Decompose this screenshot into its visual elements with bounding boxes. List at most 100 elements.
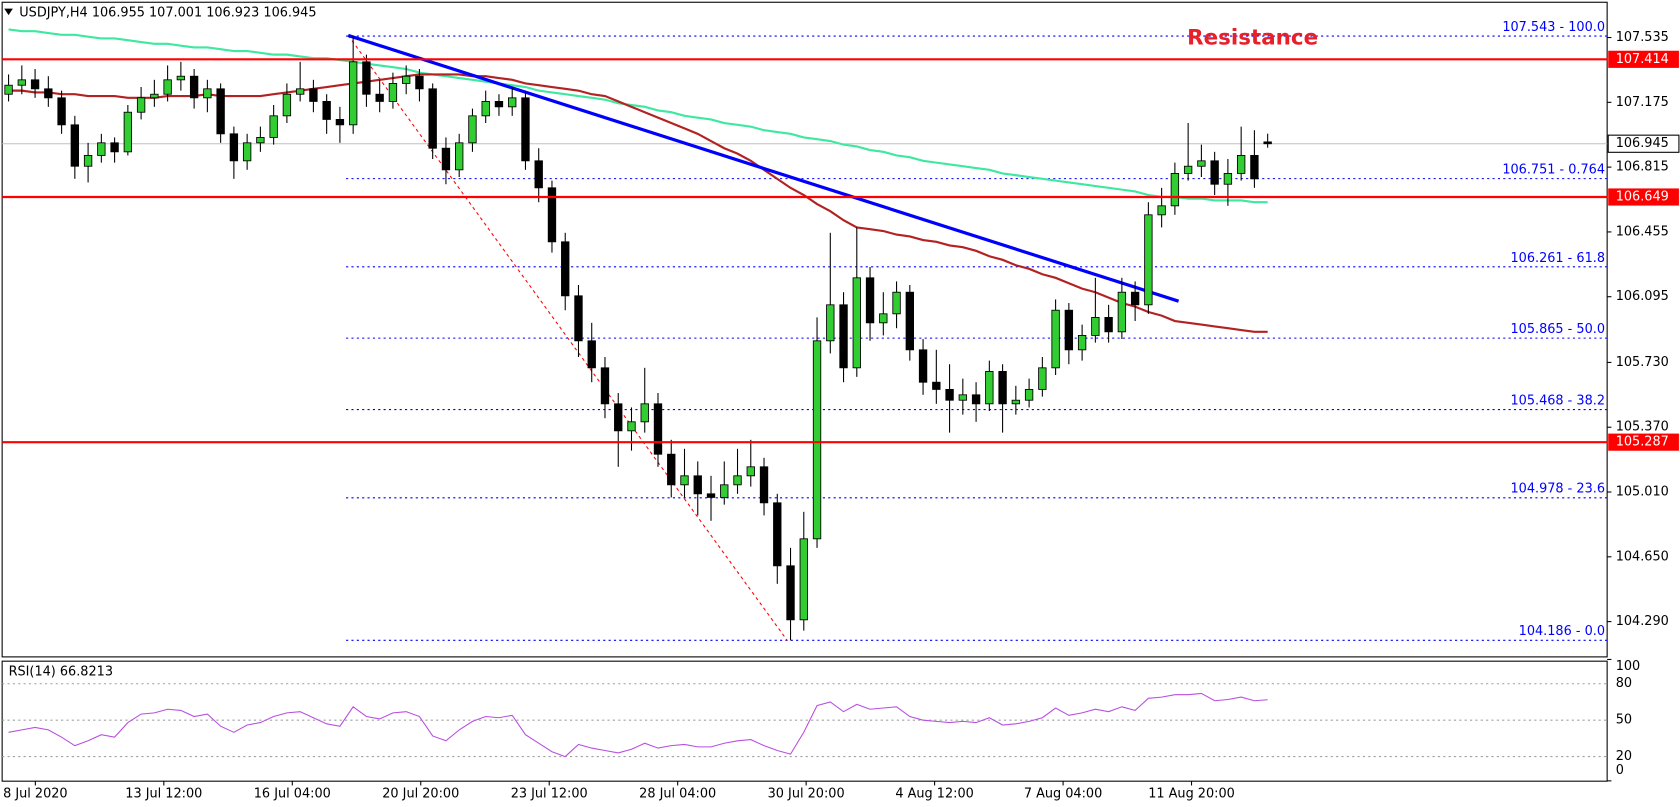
candle-body xyxy=(733,475,742,486)
y-tick-label: 107.535 xyxy=(1616,30,1669,45)
candle-body xyxy=(1130,291,1140,306)
candle-body xyxy=(985,370,994,405)
fib-label: 105.468 - 38.2 xyxy=(1510,394,1605,409)
candle-body xyxy=(1077,334,1087,351)
candle-body xyxy=(335,118,345,126)
candle-body xyxy=(773,502,782,567)
candle-body xyxy=(44,88,53,99)
x-tick-label: 23 Jul 12:00 xyxy=(511,787,588,802)
candle-body xyxy=(402,75,411,84)
rsi-tick-label: 100 xyxy=(1616,659,1641,674)
y-tick-label: 107.175 xyxy=(1616,95,1669,110)
candle-body xyxy=(746,466,755,477)
candle-body xyxy=(958,394,968,401)
candle-body xyxy=(150,93,159,99)
candle-body xyxy=(203,88,212,99)
x-tick-label: 13 Jul 12:00 xyxy=(125,787,202,802)
grid-layer xyxy=(2,35,1612,786)
y-tick-label: 106.095 xyxy=(1616,289,1669,304)
candle-body xyxy=(1024,388,1034,401)
rsi-tick-label: 50 xyxy=(1616,713,1632,728)
candle-body xyxy=(521,97,530,162)
candle-body xyxy=(932,381,941,390)
y-tick-label: 105.010 xyxy=(1616,485,1669,500)
candle-body xyxy=(256,136,265,144)
rsi-tick-label: 20 xyxy=(1616,749,1632,764)
candle-body xyxy=(1210,160,1219,185)
candle-body xyxy=(998,370,1007,405)
candle-body xyxy=(1236,154,1246,174)
candle-body xyxy=(97,142,106,156)
x-tick-label: 4 Aug 12:00 xyxy=(895,787,973,802)
candle-body xyxy=(826,304,835,342)
candle-body xyxy=(83,154,93,167)
candle-body xyxy=(494,100,504,108)
candle-body xyxy=(614,403,623,432)
candle-body xyxy=(587,340,596,369)
x-tick-label: 20 Jul 20:00 xyxy=(382,787,459,802)
candle-body xyxy=(17,79,27,86)
y-tick-label: 106.815 xyxy=(1616,160,1669,175)
candle-body xyxy=(534,160,543,189)
candle-body xyxy=(123,111,133,153)
candle-body xyxy=(1051,309,1060,369)
x-tick-label: 30 Jul 20:00 xyxy=(768,787,845,802)
x-tick-label: 11 Aug 20:00 xyxy=(1148,787,1235,802)
candle-body xyxy=(1250,154,1259,180)
candle-body xyxy=(229,133,239,162)
candle-body xyxy=(1117,291,1127,333)
candle-body xyxy=(1183,165,1193,174)
annotation: Resistance xyxy=(1187,26,1318,51)
rsi-title: RSI(14) 66.8213 xyxy=(9,664,113,679)
candle-body xyxy=(468,115,477,144)
candle-body xyxy=(282,93,292,117)
candle-body xyxy=(759,466,769,504)
level-label: 107.414 xyxy=(1616,52,1669,67)
candle-body xyxy=(269,115,278,138)
candle-body xyxy=(1011,399,1021,405)
candle-body xyxy=(1157,205,1166,216)
candle-body xyxy=(561,241,570,297)
candle-body xyxy=(1091,316,1100,336)
candle-body xyxy=(295,88,305,95)
candles-layer xyxy=(4,36,1272,641)
x-tick-label: 28 Jul 04:00 xyxy=(639,787,716,802)
candle-body xyxy=(388,82,398,102)
price-box xyxy=(1607,134,1680,153)
candle-body xyxy=(1064,309,1074,351)
rsi-line xyxy=(8,692,1268,758)
y-tick-label: 104.650 xyxy=(1616,549,1669,564)
candle-body xyxy=(905,291,914,351)
candle-body xyxy=(720,484,729,498)
candle-body xyxy=(865,277,875,324)
fib-label: 104.978 - 23.6 xyxy=(1510,482,1605,497)
candle-body xyxy=(667,453,676,486)
candle-body xyxy=(428,88,437,149)
candle-body xyxy=(189,75,199,99)
candle-body xyxy=(693,475,702,495)
candle-body xyxy=(879,313,888,324)
candle-body xyxy=(839,304,848,369)
y-tick-label: 104.290 xyxy=(1616,614,1669,629)
y-tick-label: 106.455 xyxy=(1616,224,1669,239)
candle-body xyxy=(1144,214,1153,306)
candle-body xyxy=(1170,172,1180,207)
candle-body xyxy=(812,340,822,540)
candle-body xyxy=(176,75,186,81)
chart-title: USDJPY,H4 106.955 107.001 106.923 106.94… xyxy=(19,5,316,20)
candle-body xyxy=(508,97,517,108)
candle-body xyxy=(918,349,928,383)
candle-body xyxy=(455,142,464,171)
level-box xyxy=(1608,188,1679,206)
labels-layer: 107.535 107.175 106.815 106.455 106.095 105.7… xyxy=(2,20,1680,802)
candle-body xyxy=(4,84,13,95)
candle-body xyxy=(574,295,583,342)
candle-body xyxy=(30,79,40,90)
candle-body xyxy=(309,88,318,102)
rsi-panel xyxy=(1,660,1608,782)
candle-body xyxy=(547,187,557,243)
candle-body xyxy=(136,97,146,113)
y-tick-label: 105.370 xyxy=(1616,420,1669,435)
